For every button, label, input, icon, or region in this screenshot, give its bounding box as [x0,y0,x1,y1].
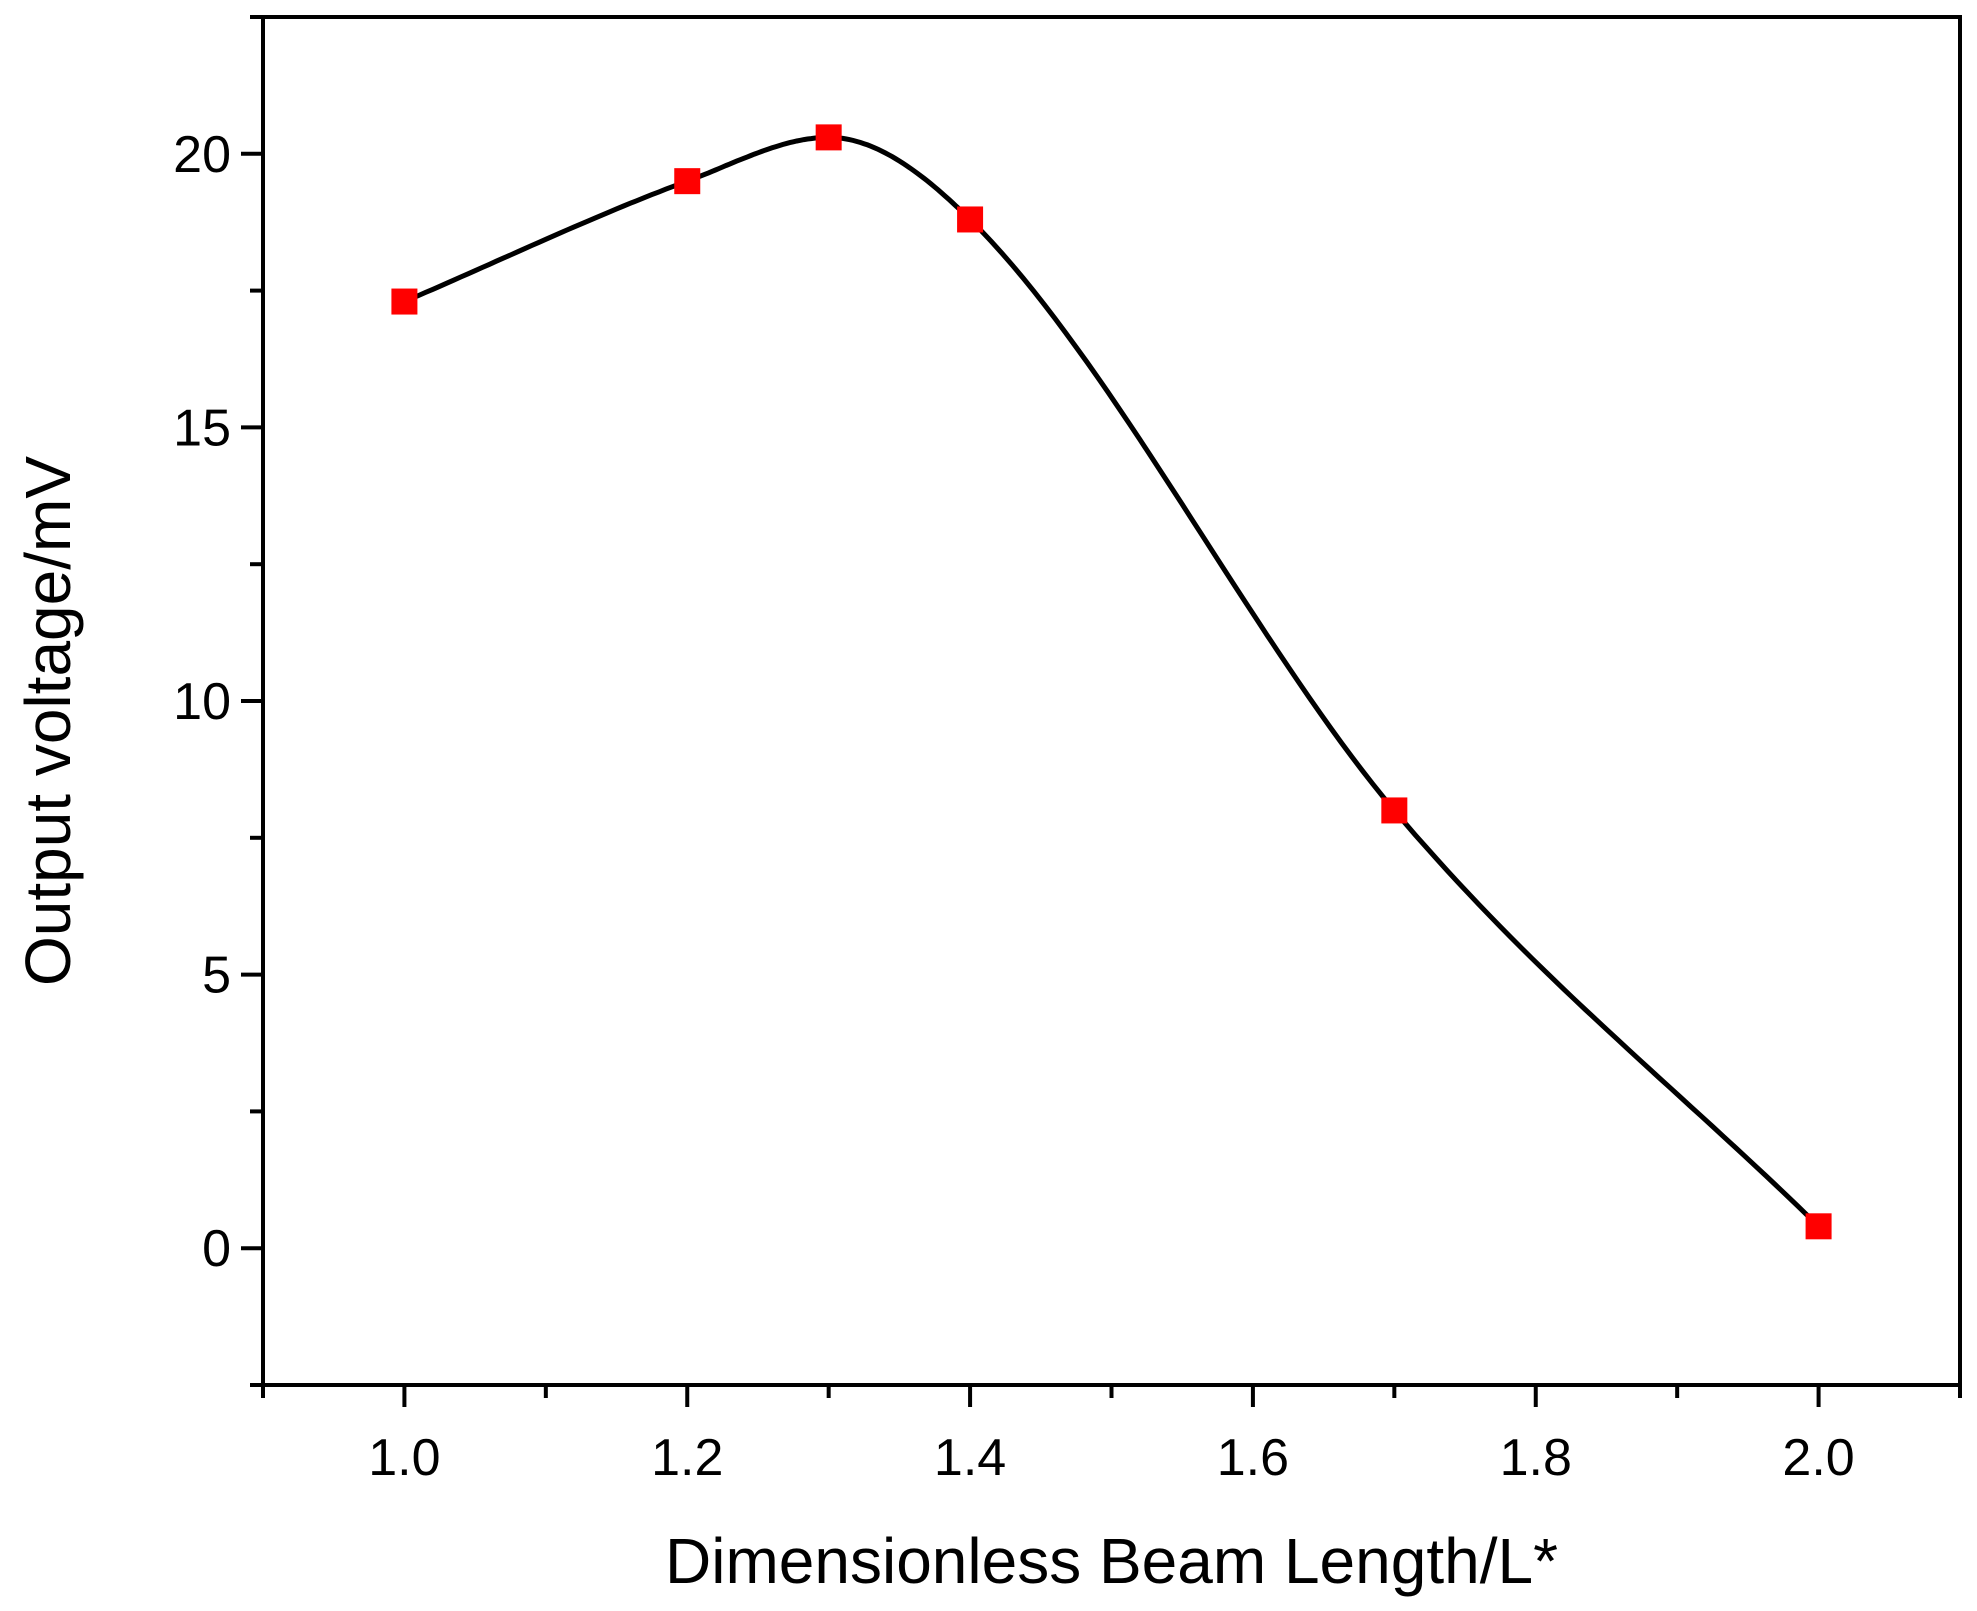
x-tick-label: 1.8 [1500,1429,1572,1487]
x-tick-label: 1.4 [934,1429,1006,1487]
series-curve [403,134,1821,1229]
data-point-marker [815,124,842,151]
data-point-marker [1805,1213,1832,1240]
data-point-marker [391,288,418,315]
y-tick-label: 15 [173,399,231,457]
data-point-marker [1381,797,1408,824]
plot-frame [261,15,1962,1387]
y-tick-label: 20 [173,126,231,184]
x-tick-label: 1.2 [651,1429,723,1487]
y-axis-title: Output voltage/mV [12,456,84,986]
x-axis-title: Dimensionless Beam Length/L* [665,1525,1558,1597]
x-axis-ticks: 1.0 1.2 1.4 1.6 1.8 2.0 [261,1385,1962,1487]
data-point-marker [674,168,701,195]
x-tick-label: 1.0 [368,1429,440,1487]
series-markers [391,124,1832,1240]
x-tick-label: 2.0 [1782,1429,1854,1487]
y-tick-label: 10 [173,673,231,731]
y-tick-label: 5 [202,947,231,1005]
x-tick-label: 1.6 [1217,1429,1289,1487]
y-tick-label: 0 [202,1220,231,1278]
data-point-marker [957,206,984,233]
y-axis-ticks: 0 5 10 15 20 [173,15,263,1387]
